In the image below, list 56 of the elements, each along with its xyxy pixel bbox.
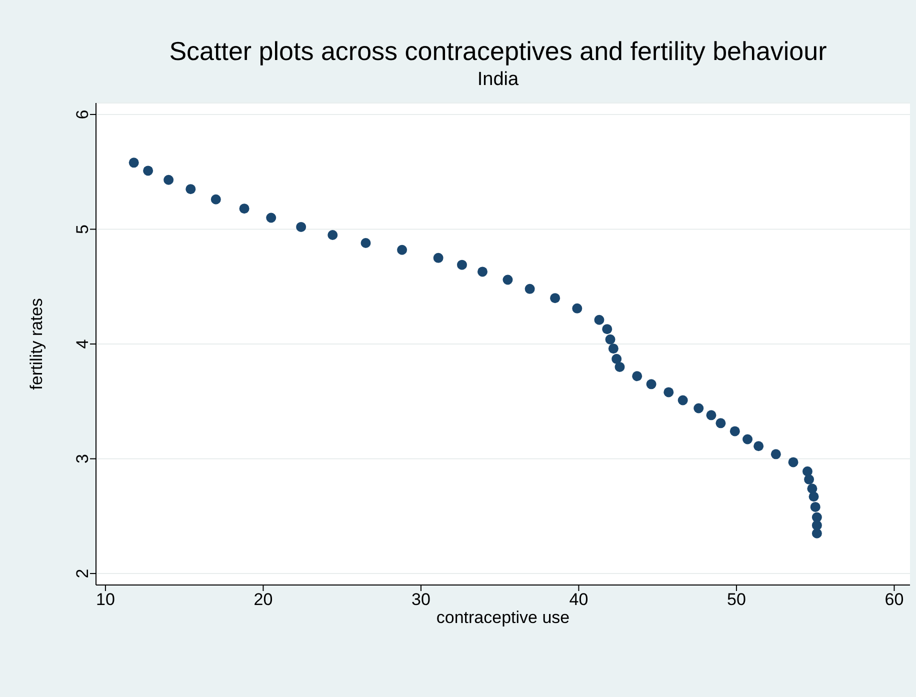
y-tick-label: 3 bbox=[73, 454, 92, 464]
point bbox=[572, 303, 582, 314]
point bbox=[802, 466, 812, 476]
point bbox=[678, 395, 688, 406]
point bbox=[812, 528, 822, 538]
chart-subtitle: India bbox=[476, 69, 520, 91]
point bbox=[605, 334, 616, 344]
point bbox=[694, 403, 704, 414]
point bbox=[397, 244, 408, 255]
point bbox=[186, 184, 196, 194]
y-tick-label: 4 bbox=[73, 339, 92, 349]
x-tick-label: 10 bbox=[96, 590, 115, 610]
point bbox=[456, 260, 467, 270]
point bbox=[477, 266, 488, 277]
point bbox=[730, 426, 740, 436]
point bbox=[810, 502, 820, 512]
x-axis-title: contraceptive use bbox=[436, 608, 570, 628]
chart-title: Scatter plots across contraceptives and fertility behaviour bbox=[168, 35, 828, 67]
x-tick-label: 60 bbox=[884, 590, 904, 610]
point bbox=[128, 158, 139, 168]
point bbox=[808, 492, 819, 502]
point bbox=[608, 344, 618, 354]
x-tick-label: 40 bbox=[569, 590, 588, 610]
point bbox=[164, 174, 174, 185]
point bbox=[716, 418, 726, 428]
point bbox=[524, 284, 535, 294]
point bbox=[266, 212, 276, 223]
y-tick-label: 2 bbox=[73, 568, 92, 578]
y-tick-label: 6 bbox=[73, 110, 92, 120]
point bbox=[502, 274, 513, 285]
point bbox=[360, 238, 371, 248]
point bbox=[210, 194, 221, 204]
point bbox=[612, 354, 622, 364]
x-tick-label: 50 bbox=[727, 590, 746, 610]
point bbox=[646, 379, 656, 390]
point bbox=[632, 371, 642, 382]
point bbox=[602, 324, 612, 334]
point bbox=[770, 449, 781, 460]
x-tick-label: 30 bbox=[412, 590, 430, 610]
point bbox=[788, 457, 798, 468]
y-tick-label: 5 bbox=[73, 224, 92, 234]
point bbox=[742, 434, 753, 444]
point bbox=[296, 222, 306, 232]
point bbox=[804, 474, 814, 484]
point bbox=[143, 166, 154, 176]
point bbox=[614, 362, 625, 372]
point bbox=[706, 410, 716, 420]
point bbox=[664, 387, 674, 398]
point bbox=[594, 314, 604, 325]
point bbox=[328, 230, 338, 240]
point bbox=[433, 252, 444, 263]
y-axis-title: fertility rates bbox=[27, 298, 46, 390]
x-tick-label: 20 bbox=[254, 590, 273, 610]
point bbox=[550, 293, 560, 304]
point bbox=[239, 204, 250, 214]
point bbox=[754, 441, 764, 452]
